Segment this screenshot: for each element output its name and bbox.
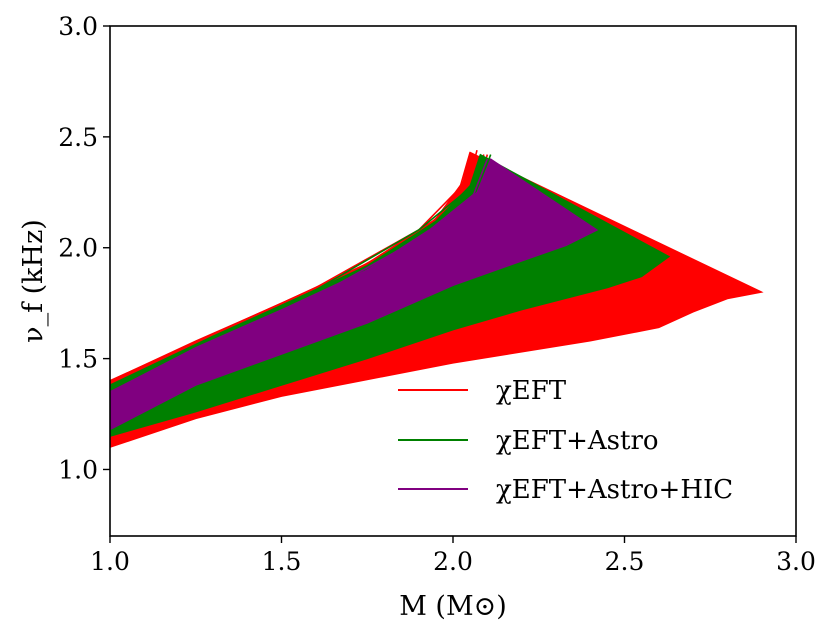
y-tick-label: 2.0 bbox=[58, 234, 98, 263]
plot-area bbox=[110, 150, 764, 448]
y-tick-label: 3.0 bbox=[58, 12, 98, 41]
y-tick-label: 2.5 bbox=[58, 123, 98, 152]
y-axis: 1.0 1.5 2.0 2.5 3.0 bbox=[58, 12, 110, 484]
curve-chieft-astro-hic-1 bbox=[110, 158, 489, 393]
curve-chieft-1 bbox=[110, 152, 471, 382]
x-tick-label: 3.0 bbox=[776, 547, 816, 576]
x-tick-label: 1.0 bbox=[90, 547, 130, 576]
x-tick-label: 2.5 bbox=[605, 547, 645, 576]
x-axis: 1.0 1.5 2.0 2.5 3.0 bbox=[90, 536, 816, 576]
x-tick-label: 2.0 bbox=[433, 547, 473, 576]
y-tick-label: 1.0 bbox=[58, 455, 98, 484]
legend-label-chieft: χEFT bbox=[496, 376, 567, 406]
x-tick-label: 1.5 bbox=[262, 547, 302, 576]
legend-label-chieft-astro: χEFT+Astro bbox=[496, 426, 659, 456]
y-tick-label: 1.5 bbox=[58, 345, 98, 374]
band-chieft-astro-hic bbox=[110, 158, 599, 431]
series-chieft-astro-hic bbox=[110, 158, 599, 431]
x-axis-label: M (M⊙) bbox=[399, 591, 507, 622]
legend-label-chieft-astro-hic: χEFT+Astro+HIC bbox=[496, 475, 733, 505]
y-axis-label: ν_f (kHz) bbox=[18, 219, 49, 343]
legend: χEFT χEFT+Astro χEFT+Astro+HIC bbox=[398, 376, 733, 505]
curve-chieft-astro-1 bbox=[110, 154, 482, 386]
